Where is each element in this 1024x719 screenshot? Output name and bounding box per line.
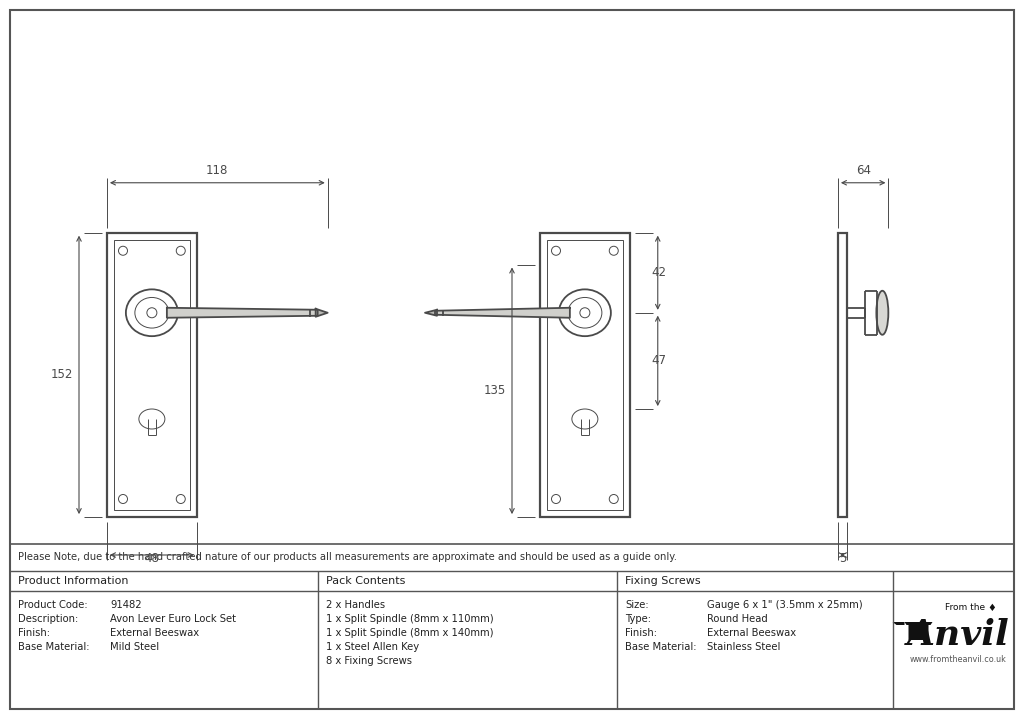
Text: 1 x Steel Allen Key: 1 x Steel Allen Key bbox=[326, 642, 419, 652]
Text: 47: 47 bbox=[651, 354, 667, 367]
Text: Finish:: Finish: bbox=[625, 628, 657, 638]
Bar bbox=[547, 239, 623, 510]
Text: 91482: 91482 bbox=[110, 600, 141, 610]
Text: Product Code:: Product Code: bbox=[18, 600, 88, 610]
Bar bbox=[106, 233, 197, 517]
Polygon shape bbox=[167, 308, 317, 318]
Text: Stainless Steel: Stainless Steel bbox=[707, 642, 780, 652]
Text: Round Head: Round Head bbox=[707, 614, 768, 624]
Text: 48: 48 bbox=[144, 552, 160, 565]
Text: Base Material:: Base Material: bbox=[18, 642, 89, 652]
Circle shape bbox=[580, 308, 590, 318]
Text: 1 x Split Spindle (8mm x 140mm): 1 x Split Spindle (8mm x 140mm) bbox=[326, 628, 494, 638]
Text: Fixing Screws: Fixing Screws bbox=[625, 576, 700, 586]
Text: External Beeswax: External Beeswax bbox=[110, 628, 199, 638]
Text: Anvil: Anvil bbox=[907, 618, 1010, 652]
Polygon shape bbox=[425, 310, 437, 316]
Text: Type:: Type: bbox=[625, 614, 651, 624]
Polygon shape bbox=[435, 308, 570, 318]
Polygon shape bbox=[315, 308, 328, 317]
Bar bbox=[838, 233, 847, 517]
Polygon shape bbox=[904, 622, 933, 640]
Text: www.fromtheanvil.co.uk: www.fromtheanvil.co.uk bbox=[910, 656, 1007, 664]
Text: Please Note, due to the hand crafted nature of our products all measurements are: Please Note, due to the hand crafted nat… bbox=[18, 552, 677, 562]
Text: Gauge 6 x 1" (3.5mm x 25mm): Gauge 6 x 1" (3.5mm x 25mm) bbox=[707, 600, 862, 610]
Text: ♦: ♦ bbox=[987, 603, 996, 613]
Text: Avon Lever Euro Lock Set: Avon Lever Euro Lock Set bbox=[110, 614, 236, 624]
Text: 5: 5 bbox=[839, 552, 847, 565]
Text: Mild Steel: Mild Steel bbox=[110, 642, 159, 652]
Polygon shape bbox=[893, 622, 904, 625]
Text: 1 x Split Spindle (8mm x 110mm): 1 x Split Spindle (8mm x 110mm) bbox=[326, 614, 494, 624]
Text: External Beeswax: External Beeswax bbox=[707, 628, 796, 638]
Text: 2 x Handles: 2 x Handles bbox=[326, 600, 385, 610]
Text: Size:: Size: bbox=[625, 600, 648, 610]
Text: Base Material:: Base Material: bbox=[625, 642, 696, 652]
Ellipse shape bbox=[877, 290, 889, 335]
Text: From the: From the bbox=[945, 603, 985, 613]
Text: 135: 135 bbox=[483, 384, 506, 398]
Text: 8 x Fixing Screws: 8 x Fixing Screws bbox=[326, 656, 412, 666]
Text: Pack Contents: Pack Contents bbox=[326, 576, 406, 586]
Bar bbox=[540, 233, 630, 517]
Text: 64: 64 bbox=[856, 164, 870, 177]
Bar bbox=[114, 239, 189, 510]
Text: Description:: Description: bbox=[18, 614, 78, 624]
Circle shape bbox=[146, 308, 157, 318]
Text: 152: 152 bbox=[50, 368, 73, 381]
Text: 42: 42 bbox=[651, 266, 667, 279]
Text: Product Information: Product Information bbox=[18, 576, 128, 586]
Text: Finish:: Finish: bbox=[18, 628, 50, 638]
Text: 118: 118 bbox=[206, 164, 228, 177]
